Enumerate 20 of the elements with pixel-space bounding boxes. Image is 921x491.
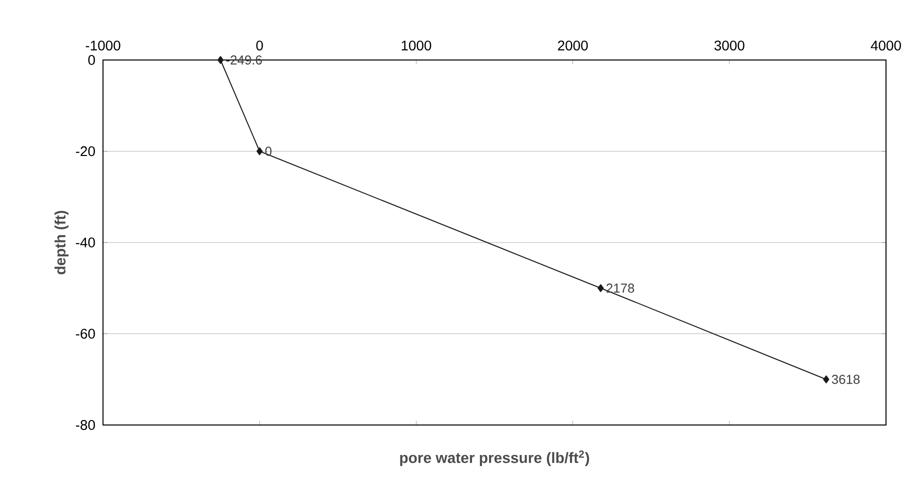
annotation: 2178 bbox=[606, 284, 634, 293]
x-tick-label: 3000 bbox=[714, 40, 744, 50]
y-tick-label: -20 bbox=[76, 146, 95, 156]
y-tick-label: -80 bbox=[76, 420, 95, 430]
point bbox=[598, 284, 604, 292]
x-tick-label: 0 bbox=[256, 40, 263, 50]
y-tick-label: -40 bbox=[76, 238, 95, 248]
x-tick-label: 1000 bbox=[402, 40, 432, 50]
point bbox=[823, 375, 830, 384]
x-axis-title: pore water pressure (lb/ft$^{2}$) bbox=[400, 450, 590, 466]
annotation: 3618 bbox=[832, 374, 860, 384]
x-tick-label: 4000 bbox=[870, 40, 901, 50]
point bbox=[217, 56, 224, 64]
x-tick-label: 2000 bbox=[558, 40, 588, 50]
y-tick-label: -60 bbox=[76, 328, 95, 339]
x-tick-label: -1000 bbox=[86, 40, 120, 50]
annotation: 0 bbox=[265, 146, 272, 156]
y-axis-title: depth (ft) bbox=[54, 210, 68, 274]
y-tick-label: 0 bbox=[88, 55, 95, 65]
point bbox=[256, 147, 263, 156]
